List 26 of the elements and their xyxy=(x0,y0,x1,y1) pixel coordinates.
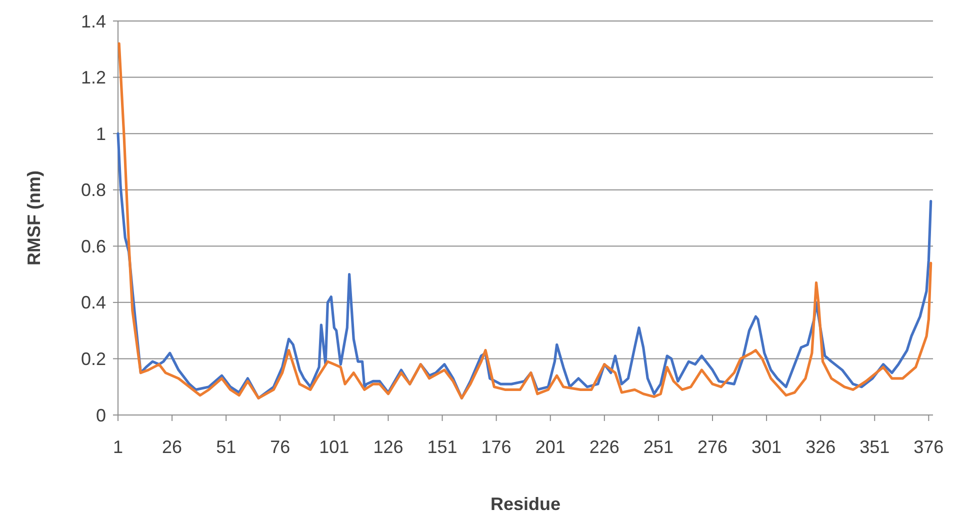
x-tick-label: 126 xyxy=(373,437,404,457)
y-tick-label: 0.6 xyxy=(80,236,106,256)
x-tick-label: 276 xyxy=(697,437,728,457)
x-tick-label: 1 xyxy=(112,437,124,457)
x-tick-label: 376 xyxy=(914,437,944,457)
y-tick-label: 0 xyxy=(96,405,106,426)
x-tick-label: 151 xyxy=(427,437,458,457)
x-tick-label: 51 xyxy=(216,437,236,457)
y-tick-label: 1.4 xyxy=(80,11,106,32)
x-tick-label: 201 xyxy=(535,437,566,457)
x-tick-label: 251 xyxy=(643,437,674,457)
y-tick-label: 0.4 xyxy=(80,292,106,313)
x-tick-label: 26 xyxy=(162,437,182,457)
x-tick-label: 226 xyxy=(589,437,620,457)
y-tick-label: 0.8 xyxy=(80,180,106,200)
x-tick-label: 326 xyxy=(806,437,836,457)
x-tick-label: 351 xyxy=(860,437,890,457)
y-tick-label: 1.2 xyxy=(80,68,106,88)
y-tick-label: 1 xyxy=(96,124,106,144)
x-tick-label: 101 xyxy=(319,437,350,457)
x-axis-title: Residue xyxy=(490,494,561,514)
x-tick-label: 76 xyxy=(270,437,290,457)
y-tick-label: 0.2 xyxy=(80,349,106,370)
y-axis-title: RMSF (nm) xyxy=(24,170,44,266)
x-tick-label: 301 xyxy=(752,437,782,457)
x-tick-label: 176 xyxy=(481,437,512,457)
